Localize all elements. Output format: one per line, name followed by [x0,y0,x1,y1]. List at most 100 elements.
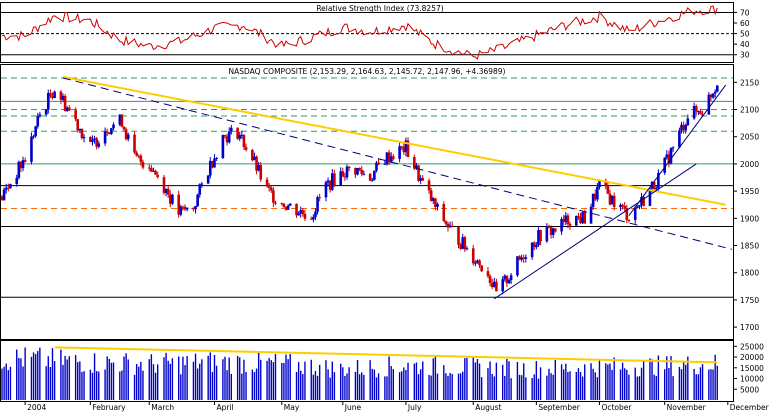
price-tick-label: 1700 [740,323,759,332]
x-tick-label: October [601,403,632,412]
price-bar-down [547,226,551,228]
price-bar-down [549,227,553,235]
price-bar-down [265,179,269,187]
price-bar-down [427,180,431,191]
price-bar-up [171,194,174,204]
price-bar-up [299,210,303,214]
price-frame [0,64,734,340]
price-bar-down [141,161,145,168]
price-bar-up [103,131,107,144]
price-bar-down [413,157,416,169]
price-bar-up [240,134,244,136]
price-bar-down [623,206,627,209]
price-bar-down [667,154,671,164]
price-bar-down [532,242,536,248]
x-tick-label: April [216,403,233,412]
price-bar-down [124,129,128,140]
price-bar-down [478,260,481,266]
price-bar-down [156,174,159,178]
price-bar-up [638,205,641,207]
price-bar-up [665,154,669,158]
price-bar-down [480,265,483,272]
price-bar-down [51,96,54,98]
price-bar-up [297,213,300,216]
price-bar-down [251,149,254,161]
price-bar-up [564,215,568,222]
volume-tick-label: 15000 [740,364,764,373]
price-bar-up [385,152,389,164]
price-bar-up [314,211,317,218]
price-bar-up [208,160,212,176]
volume-bars [1,347,718,400]
x-tick-label: March [151,403,174,412]
price-bar-up [324,182,328,198]
price-bar-up [213,158,216,168]
price-bar-up [326,180,330,183]
price-bar-down [80,128,84,139]
price-bar-up [21,160,25,169]
price-bar-up [221,135,225,158]
price-bar-up [373,170,376,180]
price-bar-up [356,167,359,175]
price-bar-down [242,134,246,148]
price-bar-down [154,170,157,175]
price-bar-up [185,207,189,210]
price-bar-down [49,92,52,97]
price-bar-down [400,146,404,148]
price-bar-up [654,188,658,190]
price-bar-down [343,176,347,178]
volume-tick-label: 20000 [740,353,764,362]
price-bar-down [120,114,124,127]
price-bar-down [577,215,580,218]
price-bar-up [619,204,622,208]
price-bar-down [244,147,248,150]
price-bar-down [0,196,4,200]
price-bar-up [711,93,715,98]
price-bar-up [448,225,452,228]
price-bar-down [59,91,63,100]
price-bar-down [328,180,332,190]
price-bar-down [267,186,271,188]
price-bar-up [4,187,8,190]
price-tick-label: 1800 [740,269,759,278]
trendline-navy [628,84,727,216]
price-bar-up [610,195,614,205]
price-bar-down [457,226,460,245]
price-bar-down [387,152,391,163]
price-bar-down [347,166,351,169]
trendline-navy [493,163,697,300]
x-axis: 2004 February March April May June July August S… [24,401,770,412]
price-bar-up [126,134,130,140]
price-tick-label: 2050 [740,133,759,142]
price-bar-down [7,187,10,189]
price-bar-up [78,128,82,131]
price-bar-up [362,173,366,175]
price-bar-down [562,218,566,222]
price-bar-up [476,260,479,263]
price-bar-down [177,194,181,215]
x-tick-label: 2004 [27,403,46,412]
price-bar-up [91,139,94,142]
price-bar-up [375,162,378,171]
price-bar-up [196,194,199,206]
price-bar-down [74,110,77,120]
price-bar-up [389,156,393,163]
price-bar-down [583,212,587,224]
price-bar-up [707,94,711,115]
price-bar-down [360,169,364,174]
price-bar-down [446,223,450,228]
price-bar-down [137,155,141,157]
rsi-tick-label: 70 [740,8,750,17]
rsi-line [1,5,718,60]
price-bar-down [495,281,498,292]
price-bar-down [625,208,629,220]
price-bar-down [604,180,608,186]
price-bar-up [598,180,601,187]
price-bar-down [621,204,624,207]
price-bar-up [431,198,435,201]
rsi-title: Relative Strength Index (73.8257) [316,4,443,13]
price-bar-down [107,132,111,134]
price-bar-down [89,136,92,142]
price-bar-down [181,206,185,208]
